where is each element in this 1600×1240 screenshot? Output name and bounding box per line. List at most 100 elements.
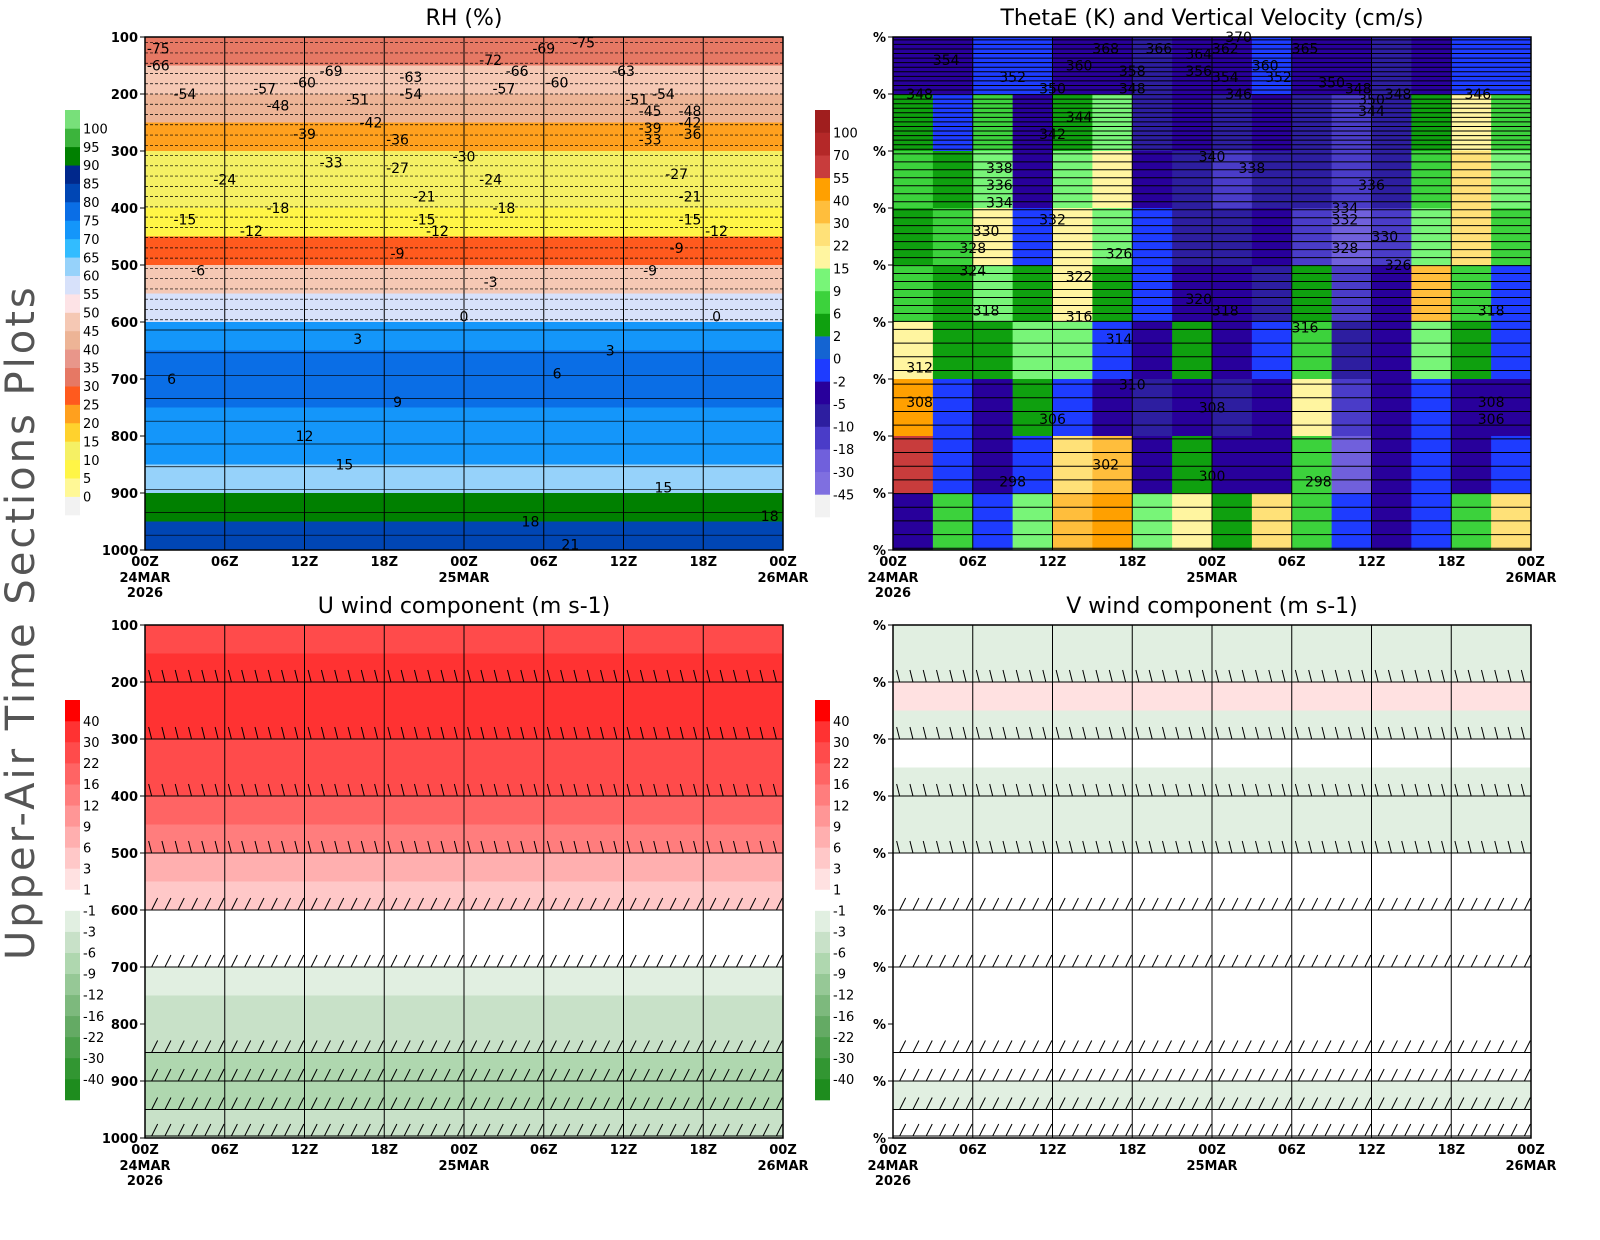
wind-barb xyxy=(656,1068,664,1082)
contour-label: 306 xyxy=(1039,412,1066,428)
wind-barb xyxy=(1351,954,1359,968)
wind-barb xyxy=(1188,783,1193,797)
wind-barb xyxy=(642,1040,650,1053)
wind-barb xyxy=(374,669,379,683)
wind-barb xyxy=(666,669,671,683)
field-cell xyxy=(1172,151,1213,209)
wind-barb xyxy=(1271,954,1279,968)
wind-barb xyxy=(281,726,286,740)
wind-barb xyxy=(1125,1040,1133,1053)
wind-barb xyxy=(270,1097,278,1110)
wind-barb xyxy=(470,954,478,968)
colorbar-label: -9 xyxy=(83,968,96,983)
wind-barb xyxy=(297,1123,305,1137)
field-cell xyxy=(1331,265,1372,323)
wind-barb xyxy=(483,1123,491,1137)
wind-barb xyxy=(978,1123,986,1137)
wind-barb xyxy=(1441,726,1446,740)
wind-barb xyxy=(164,1040,172,1053)
colorbar-label: -30 xyxy=(83,1052,104,1067)
wind-barb xyxy=(281,783,286,797)
wind-barb xyxy=(177,1097,185,1110)
wind-barb xyxy=(201,783,206,797)
colorbar-label: -12 xyxy=(833,989,854,1004)
wind-barb xyxy=(1085,1068,1093,1082)
field-cell xyxy=(893,151,934,209)
colorbar-swatch xyxy=(815,336,830,360)
colorbar-swatch xyxy=(65,889,80,911)
field-cell xyxy=(1212,379,1253,437)
wind-barb xyxy=(1095,726,1100,740)
colorbar-label: -12 xyxy=(83,989,104,1004)
wind-barb xyxy=(1271,1040,1279,1053)
wind-barb xyxy=(666,726,671,740)
field-cell xyxy=(1451,493,1492,550)
wind-barb xyxy=(576,897,584,911)
colorbar-label: -40 xyxy=(833,1073,854,1088)
wind-barb xyxy=(188,840,193,854)
colorbar-swatch xyxy=(815,700,830,722)
wind-barb xyxy=(1308,669,1313,683)
contour-label: 9 xyxy=(393,395,402,411)
field-cell xyxy=(1172,94,1213,152)
wind-barb xyxy=(639,669,644,683)
wind-barb xyxy=(1058,954,1066,968)
contour-label: 344 xyxy=(1358,104,1385,120)
wind-barb xyxy=(430,954,438,968)
wind-barb xyxy=(1042,669,1047,683)
contour-label: 18 xyxy=(522,515,540,531)
wind-barb xyxy=(350,1097,358,1110)
wind-barb xyxy=(536,1123,544,1137)
y-tick-label: 700 xyxy=(111,961,138,976)
wind-barb xyxy=(310,1040,318,1053)
colorbar-swatch xyxy=(65,1078,80,1101)
wind-barb xyxy=(629,1040,637,1053)
contour-label: 21 xyxy=(561,537,579,553)
wind-barb xyxy=(600,669,605,683)
contour-label: -33 xyxy=(639,133,662,149)
wind-barb xyxy=(909,726,914,740)
wind-barb xyxy=(1497,1123,1505,1137)
colorbar-label: 20 xyxy=(83,417,100,432)
colorbar-swatch xyxy=(815,994,830,1017)
colorbar-swatch xyxy=(65,1015,80,1038)
colorbar-v: -40 -30 -22 -16 -12 -9 -6 -3 -1 1 3 6 9 12 16 22 30 40 xyxy=(815,700,854,1101)
wind-barb xyxy=(1351,897,1359,911)
field-cell xyxy=(1411,322,1452,380)
wind-barb xyxy=(483,954,491,968)
wind-barb xyxy=(1470,954,1478,968)
wind-barb xyxy=(1284,1068,1292,1082)
x-tick-label: 00Z xyxy=(450,1143,478,1158)
wind-barb xyxy=(1138,897,1146,911)
wind-barb xyxy=(1111,1123,1119,1137)
wind-barb xyxy=(1015,783,1020,797)
contour-label: -18 xyxy=(266,201,289,217)
wind-barb xyxy=(1430,1097,1438,1110)
wind-barb xyxy=(483,897,491,911)
wind-barb xyxy=(377,954,385,968)
wind-barb xyxy=(1178,1040,1186,1053)
colorbar-label: 75 xyxy=(83,214,100,229)
field-cell xyxy=(893,265,934,323)
contour-label: -54 xyxy=(652,87,675,103)
wind-barb xyxy=(1151,897,1159,911)
wind-barb xyxy=(546,783,551,797)
x-tick-label: 00Z xyxy=(1198,1143,1226,1158)
wind-barb xyxy=(270,897,278,911)
wind-barb xyxy=(456,1097,464,1110)
wind-barb xyxy=(1520,840,1525,854)
field-cell xyxy=(1491,94,1531,152)
colorbar-swatch xyxy=(815,763,830,785)
wind-barb xyxy=(696,1068,704,1082)
wind-barb xyxy=(1297,897,1305,911)
wind-barb xyxy=(201,840,206,854)
field-cell xyxy=(1371,151,1412,209)
wind-barb xyxy=(1255,669,1260,683)
colorbar-swatch xyxy=(65,367,80,387)
wind-barb xyxy=(1294,726,1299,740)
field-cell xyxy=(1411,493,1452,550)
wind-barb xyxy=(1255,783,1260,797)
colorbar-swatch xyxy=(815,889,830,911)
y-tick-label: % xyxy=(873,847,886,862)
wind-barb xyxy=(1414,783,1419,797)
